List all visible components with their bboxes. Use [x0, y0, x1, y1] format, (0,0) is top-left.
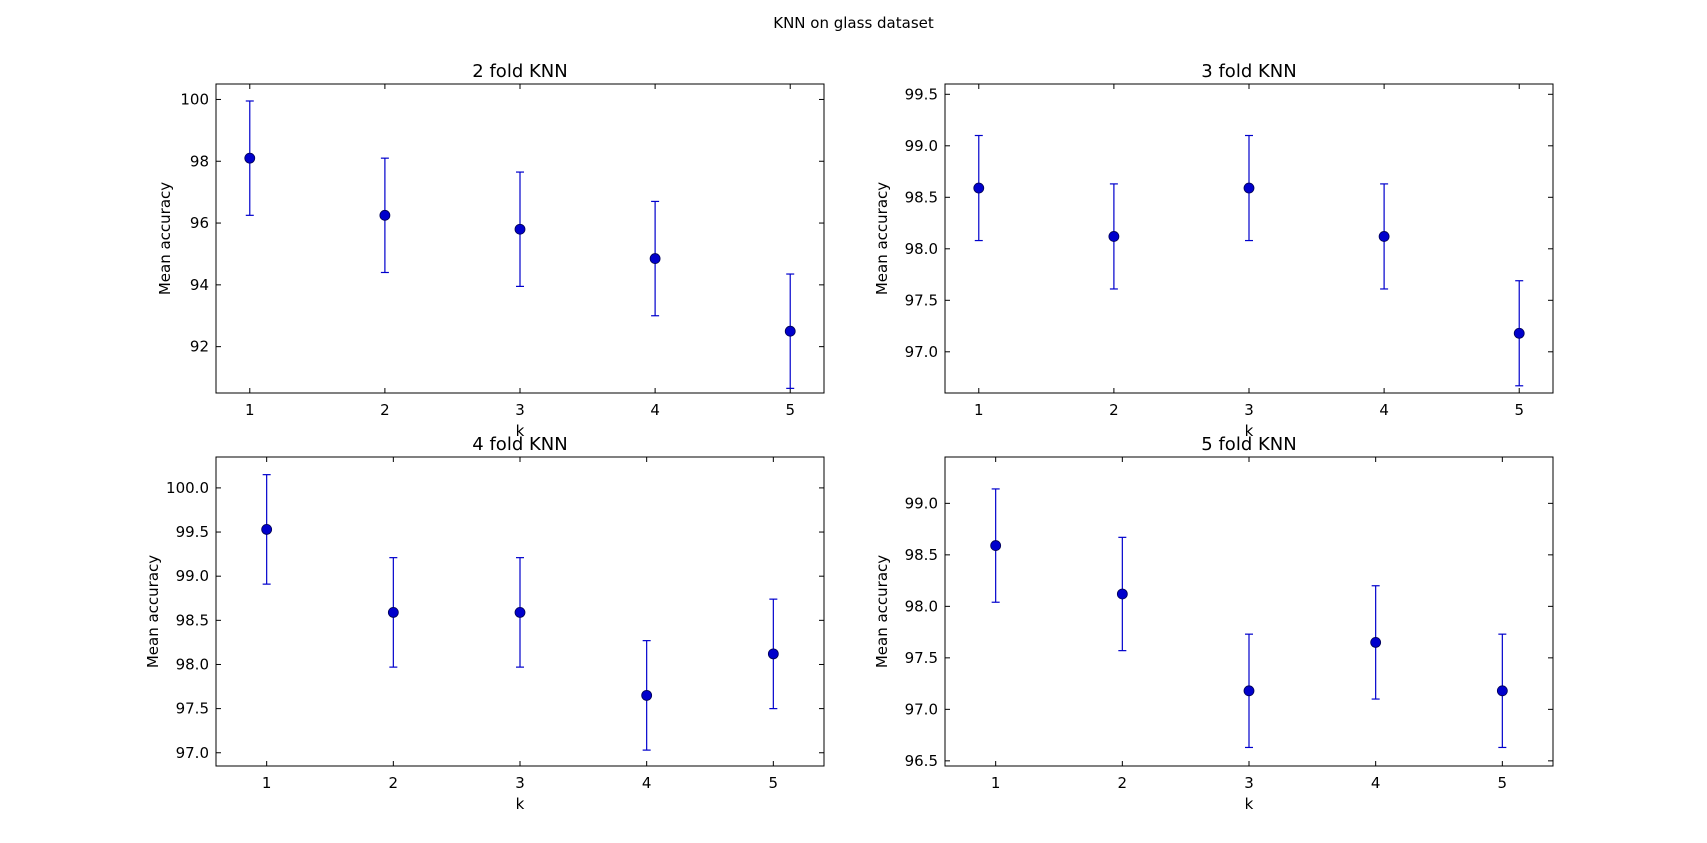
figure-suptitle: KNN on glass dataset: [773, 14, 934, 32]
subplot-title: 4 fold KNN: [472, 434, 567, 455]
data-point: [649, 253, 661, 264]
y-tick-label: 99.0: [905, 494, 938, 512]
x-tick-label: 4: [650, 401, 660, 419]
y-tick-label: 97.0: [905, 700, 938, 718]
data-point: [1116, 588, 1128, 600]
data-point: [1378, 231, 1390, 242]
data-point: [387, 606, 399, 618]
y-tick-label: 99.5: [176, 523, 209, 541]
y-tick-label: 99.0: [176, 567, 209, 585]
y-tick-label: 97.5: [905, 291, 938, 309]
subplot-4: 1 2 3 4 5 96.5 97.0 97.5 98.0 98.5 99.0 5 fold KNN k…: [873, 434, 1554, 813]
y-tick-label: 99.0: [905, 137, 938, 155]
data-point: [1108, 231, 1120, 242]
data-point: [1243, 685, 1255, 697]
data-point: [784, 325, 796, 337]
x-axis-label: k: [1245, 795, 1254, 813]
y-axis-label: Mean accuracy: [144, 555, 162, 668]
data-point: [514, 223, 526, 235]
data-point: [514, 606, 526, 618]
subplot-3: 1 2 3 4 5 97.0 97.5 98.0 98.5 99.0 99.5 100.0 4 fold…: [144, 434, 825, 813]
y-tick-label: 98.5: [905, 188, 938, 206]
data-point: [1496, 685, 1508, 697]
x-axis-label: k: [516, 422, 525, 440]
x-axis-label: k: [516, 795, 525, 813]
y-axis-label: Mean accuracy: [873, 555, 891, 668]
y-tick-label: 97.5: [176, 700, 209, 718]
y-tick-label: 97.5: [905, 649, 938, 667]
data-point: [1513, 327, 1525, 339]
x-tick-label: 5: [769, 774, 779, 792]
data-point: [244, 152, 256, 164]
x-tick-label: 3: [1244, 401, 1254, 419]
data-point: [990, 540, 1002, 551]
y-tick-label: 92: [190, 338, 209, 356]
x-tick-label: 1: [245, 401, 255, 419]
data-point: [379, 209, 391, 221]
data-point: [1370, 637, 1382, 648]
y-tick-label: 100.0: [166, 479, 209, 497]
x-tick-label: 4: [642, 774, 652, 792]
x-axis-label: k: [1245, 422, 1254, 440]
data-point: [973, 182, 985, 194]
x-tick-label: 1: [262, 774, 272, 792]
x-tick-label: 2: [1118, 774, 1128, 792]
y-tick-label: 99.5: [905, 85, 938, 103]
y-tick-label: 98.0: [905, 597, 938, 615]
y-tick-label: 96: [190, 214, 209, 232]
y-tick-label: 98.5: [176, 611, 209, 629]
data-point: [261, 523, 273, 535]
y-tick-label: 96.5: [905, 752, 938, 770]
subplot-title: 5 fold KNN: [1201, 434, 1296, 455]
subplot-title: 3 fold KNN: [1201, 61, 1296, 82]
subplot-2: 1 2 3 4 5 97.0 97.5 98.0 98.5 99.0 99.5 3 fold KNN k…: [873, 61, 1554, 440]
x-tick-label: 1: [991, 774, 1001, 792]
subplot-1: 1 2 3 4 5 92 94 96 98 100 2 fold KNN k Mean accuracy: [156, 61, 825, 440]
x-tick-label: 5: [1498, 774, 1508, 792]
y-tick-label: 98: [190, 152, 209, 170]
data-point: [767, 648, 779, 660]
y-axis-label: Mean accuracy: [156, 182, 174, 295]
x-tick-label: 4: [1371, 774, 1381, 792]
subplot-title: 2 fold KNN: [472, 61, 567, 82]
data-point: [1243, 182, 1255, 194]
y-tick-label: 97.0: [905, 343, 938, 361]
x-tick-label: 1: [974, 401, 984, 419]
x-tick-label: 2: [380, 401, 390, 419]
y-tick-label: 94: [190, 276, 209, 294]
y-tick-label: 98.0: [176, 655, 209, 673]
x-tick-label: 2: [1109, 401, 1119, 419]
x-tick-label: 3: [1244, 774, 1254, 792]
y-axis-label: Mean accuracy: [873, 182, 891, 295]
x-tick-label: 5: [1514, 401, 1524, 419]
y-tick-label: 100: [180, 90, 209, 108]
x-tick-label: 2: [389, 774, 399, 792]
x-tick-label: 3: [515, 774, 525, 792]
y-tick-label: 98.0: [905, 240, 938, 258]
data-point: [641, 689, 653, 701]
x-tick-label: 5: [785, 401, 795, 419]
y-tick-label: 98.5: [905, 546, 938, 564]
y-tick-label: 97.0: [176, 744, 209, 762]
x-tick-label: 4: [1379, 401, 1389, 419]
x-tick-label: 3: [515, 401, 525, 419]
